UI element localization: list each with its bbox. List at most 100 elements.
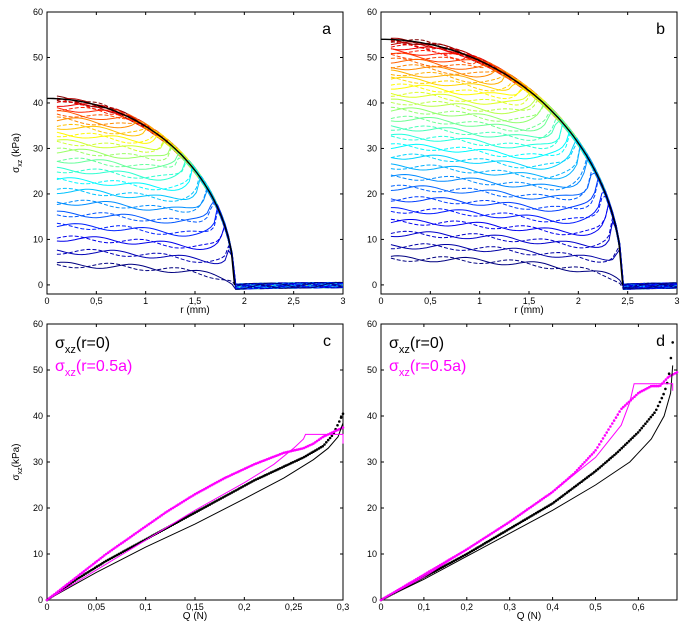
data-point: [644, 422, 647, 426]
data-point: [551, 502, 554, 505]
y-tick-label: 20: [33, 189, 43, 199]
data-point: [169, 507, 173, 511]
data-point: [603, 434, 607, 437]
data-point: [624, 443, 627, 447]
y-tick-label: 50: [367, 52, 377, 62]
data-point: [104, 552, 108, 556]
y-tick-label: 40: [33, 411, 43, 421]
profile-dashed: [390, 122, 677, 290]
data-point: [651, 384, 655, 388]
data-point: [596, 467, 600, 471]
profile-solid: [390, 220, 677, 289]
data-point: [79, 572, 82, 576]
data-point: [623, 404, 627, 407]
x-tick-label: 0: [378, 296, 383, 306]
data-point: [599, 440, 603, 443]
data-point: [153, 519, 156, 522]
panel-c: 0 0,05 0,1 0,15 0,2 0,25 0,3 0 10 20 30 40 50 60 Q (N)…: [11, 319, 349, 622]
data-point: [416, 576, 420, 580]
data-point: [114, 546, 117, 549]
y-tick-label: 10: [33, 234, 43, 244]
data-point: [583, 461, 586, 464]
data-point: [622, 445, 625, 448]
data-point: [669, 356, 673, 360]
data-point: [136, 530, 139, 534]
x-axis-label: r (mm): [514, 305, 543, 316]
data-point: [655, 408, 658, 412]
data-point: [58, 588, 62, 592]
y-tick-label: 50: [33, 52, 43, 62]
y-tick-label: 60: [33, 7, 43, 17]
data-point: [67, 581, 71, 585]
y-tick-label: 20: [367, 189, 377, 199]
x-axis-label: r (mm): [180, 305, 209, 316]
data-point: [596, 446, 599, 449]
data-point: [119, 542, 123, 545]
data-point: [319, 437, 323, 440]
data-point: [469, 550, 472, 554]
legend-entry: σxz(r=0.5a): [55, 358, 132, 379]
model-line: [46, 422, 344, 601]
data-point: [420, 574, 424, 578]
data-point: [134, 532, 138, 535]
data-point: [609, 456, 612, 460]
data-point: [594, 449, 597, 452]
data-point: [60, 587, 64, 590]
model-line: [46, 433, 344, 601]
plot-frame: [380, 323, 678, 601]
x-tick-label: 0: [378, 602, 383, 612]
data-point: [666, 376, 670, 379]
data-point: [82, 570, 86, 573]
data-point: [101, 555, 104, 559]
x-tick-label: 2: [576, 296, 581, 306]
data-point: [604, 461, 607, 465]
y-tick-label: 0: [372, 280, 377, 290]
data-point: [132, 533, 136, 536]
data-point: [664, 387, 667, 391]
data-point: [625, 402, 629, 405]
data-point: [336, 424, 339, 427]
data-point: [92, 562, 95, 566]
profile-solid: [56, 261, 343, 290]
data-point: [580, 480, 583, 484]
data-point: [590, 453, 594, 456]
x-tick-label: 0,25: [285, 602, 303, 612]
profile-dashed: [390, 215, 677, 290]
data-point: [631, 397, 634, 400]
data-point: [64, 584, 67, 587]
y-tick-label: 30: [367, 143, 377, 153]
data-point: [323, 443, 326, 446]
x-tick-label: 0,1: [139, 602, 152, 612]
data-point: [73, 577, 77, 580]
model-line: [380, 365, 674, 601]
data-point: [587, 474, 591, 478]
x-tick-label: 1,5: [189, 296, 202, 306]
data-point: [602, 463, 605, 466]
data-point: [556, 498, 560, 501]
data-point: [88, 565, 91, 569]
data-point: [341, 426, 345, 429]
data-point: [77, 574, 80, 577]
data-point: [188, 496, 191, 499]
data-point: [326, 438, 330, 442]
data-point: [308, 452, 312, 456]
x-tick-label: 0: [44, 602, 49, 612]
profile-dashed: [56, 123, 343, 290]
y-tick-label: 60: [33, 319, 43, 329]
data-point: [591, 472, 594, 475]
data-point: [143, 525, 147, 529]
data-point: [433, 567, 436, 570]
data-point: [509, 527, 512, 530]
y-axis-label: σxz (kPa): [11, 133, 24, 173]
profile-solid: [390, 255, 677, 290]
data-point: [424, 572, 427, 576]
data-point: [620, 407, 623, 411]
data-point: [571, 487, 574, 490]
data-point: [97, 564, 101, 567]
data-point: [607, 428, 610, 431]
data-point: [516, 522, 519, 526]
data-point: [574, 484, 578, 488]
data-point: [314, 441, 317, 444]
x-tick-label: 0,05: [88, 602, 106, 612]
profile-dashed: [56, 244, 343, 290]
